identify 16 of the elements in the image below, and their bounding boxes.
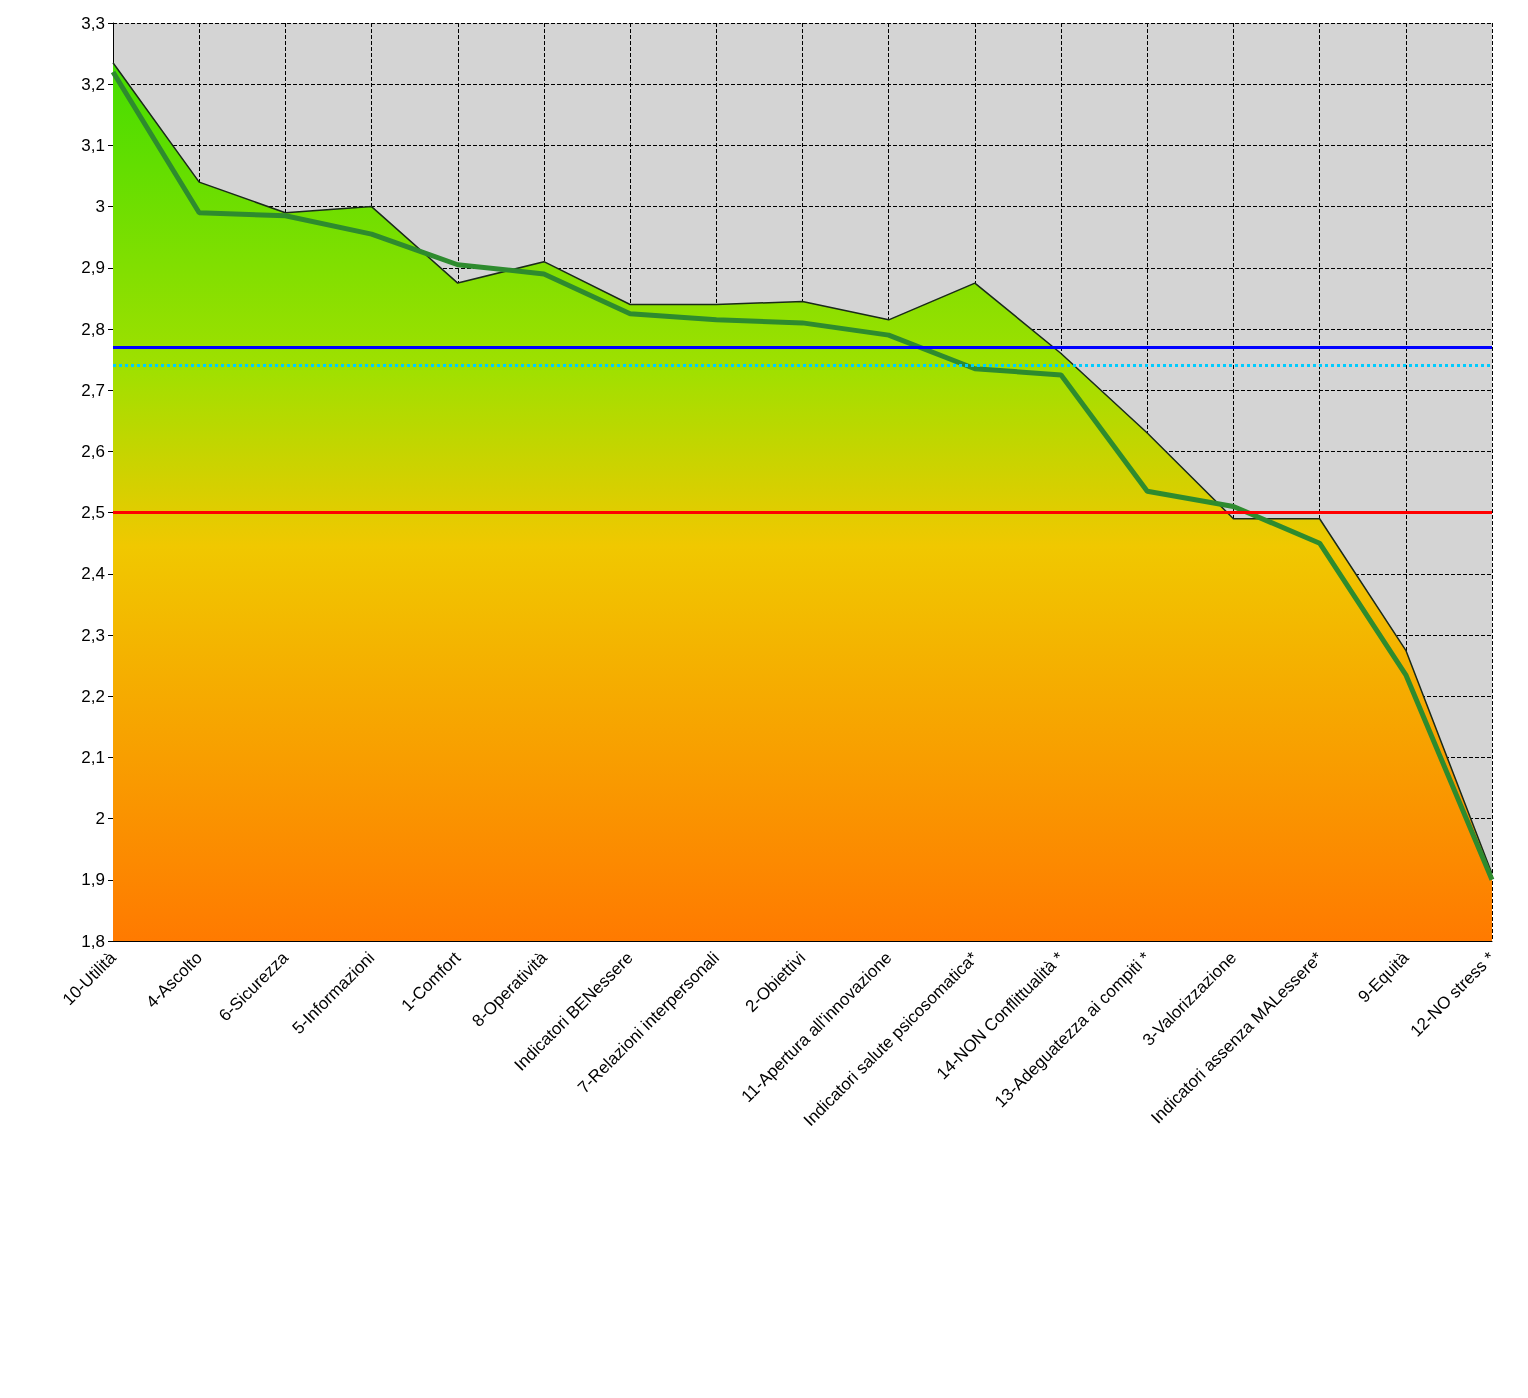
y-tick-label: 3,2 [81,74,105,94]
y-tick-label: 2,7 [81,380,105,400]
y-tick-label: 2,5 [81,503,105,523]
y-tick-label: 1,8 [81,931,105,951]
y-tick-label: 2,2 [81,686,105,706]
y-tick-label: 2,6 [81,441,105,461]
y-tick-label: 1,9 [81,870,105,890]
y-tick-label: 3 [95,197,105,217]
y-tick-label: 2 [95,809,105,829]
y-tick-label: 2,3 [81,625,105,645]
y-tick-label: 2,1 [81,747,105,767]
y-tick-label: 2,8 [81,319,105,339]
y-tick-label: 2,9 [81,258,105,278]
y-tick-label: 3,3 [81,13,105,33]
y-tick-label: 2,4 [81,564,105,584]
y-tick-label: 3,1 [81,135,105,155]
